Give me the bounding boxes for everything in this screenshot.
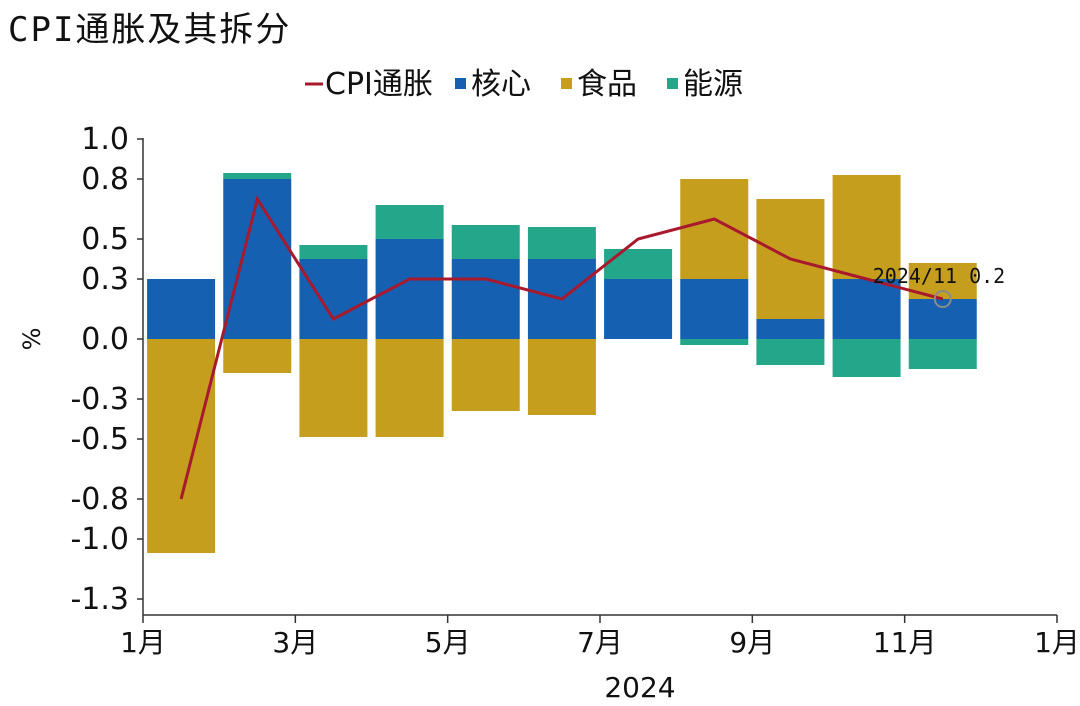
bar-core-2024-09	[756, 319, 825, 339]
bar-energy-2024-07	[604, 249, 673, 279]
legend: CPI通胀 核心 食品 能源	[305, 67, 743, 102]
bar-food-2024-04	[375, 339, 444, 437]
x-tick-label: 11月	[873, 626, 937, 659]
x-axis-label: 2024	[604, 671, 675, 704]
bar-food-2024-08	[680, 179, 749, 279]
legend-label: 核心	[471, 67, 531, 102]
legend-label: 能源	[683, 67, 743, 102]
x-tick-label: 5月	[425, 626, 471, 659]
bar-energy-2024-04	[375, 205, 444, 239]
bar-core-2024-05	[451, 259, 520, 339]
y-tick-label: 0.8	[81, 162, 129, 197]
page-title: CPI通胀及其拆分	[8, 10, 292, 50]
legend-label: CPI通胀	[325, 67, 433, 102]
bar-core-2024-04	[375, 239, 444, 339]
bar-food-2024-01	[147, 339, 216, 553]
bar-energy-2024-05	[451, 225, 520, 259]
bar-energy-2024-03	[299, 245, 368, 259]
legend-label: 食品	[577, 67, 637, 102]
bar-food-2024-06	[527, 339, 596, 415]
bar-energy-2024-06	[527, 227, 596, 259]
annotation-marker	[933, 290, 952, 308]
annotation: 2024/11 0.2	[873, 264, 1005, 308]
bar-energy-2024-11	[908, 339, 977, 369]
annotation-label: 2024/11 0.2	[873, 264, 1005, 288]
x-tick-label: 3月	[272, 626, 318, 659]
bar-energy-2024-02	[223, 173, 292, 179]
bar-energy-2024-09	[756, 339, 825, 365]
y-tick-label: 0.3	[81, 262, 129, 297]
x-tick-label: 9月	[729, 626, 775, 659]
bar-food-2024-03	[299, 339, 368, 437]
y-tick-label: 1.0	[81, 122, 129, 157]
y-tick-label: -0.8	[70, 482, 129, 517]
y-tick-label: -0.3	[70, 382, 129, 417]
y-tick-label: -1.3	[70, 582, 129, 617]
legend-swatch	[667, 78, 678, 89]
bar-core-2024-11	[908, 299, 977, 339]
bar-core-2024-01	[147, 279, 216, 339]
cpi-line-layer	[179, 195, 944, 500]
bar-core-2024-07	[604, 279, 673, 339]
legend-swatch	[561, 78, 572, 89]
bar-core-2024-02	[223, 179, 292, 339]
x-tick-label: 1月	[1034, 626, 1080, 659]
x-tick-label: 7月	[577, 626, 623, 659]
bar-energy-2024-10	[832, 339, 901, 377]
bar-core-2024-10	[832, 279, 901, 339]
bar-core-2024-03	[299, 259, 368, 339]
y-axis-label: %	[18, 328, 46, 351]
bar-food-2024-10	[832, 175, 901, 279]
bars	[147, 173, 977, 553]
bar-core-2024-08	[680, 279, 749, 339]
y-tick-label: 0.5	[81, 222, 129, 257]
axes: 1.0 0.8 0.5 0.3 0.0 -0.3 -0.5 -0.8 -1.0 -1.3% 1月 3月…	[18, 122, 1080, 704]
y-tick-label: -1.0	[70, 522, 129, 557]
y-tick-label: 0.0	[81, 322, 129, 357]
x-tick-label: 1月	[120, 626, 166, 659]
bar-food-2024-02	[223, 339, 292, 373]
legend-swatch	[455, 78, 466, 89]
bar-food-2024-05	[451, 339, 520, 411]
y-tick-label: -0.5	[70, 422, 129, 457]
bar-energy-2024-08	[680, 339, 749, 345]
